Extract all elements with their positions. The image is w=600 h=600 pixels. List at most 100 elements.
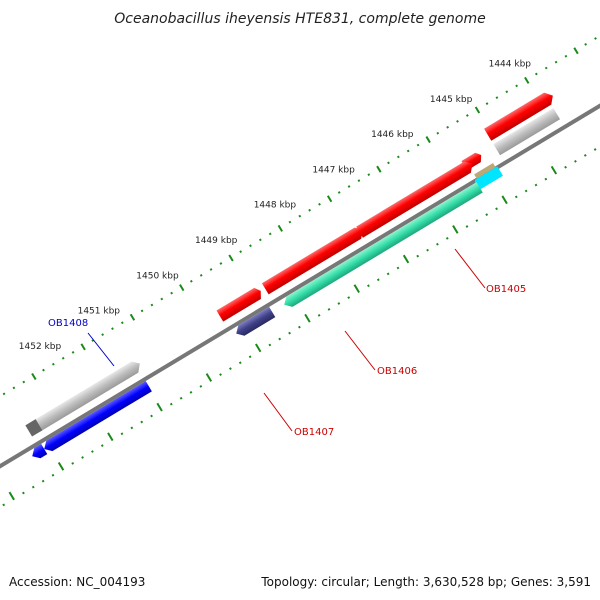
ruler-minor-tick <box>150 303 154 307</box>
ruler-minor-tick <box>81 456 84 459</box>
gene-forward-darkgray <box>25 419 43 437</box>
ruler-major-tick <box>156 402 163 412</box>
ruler-minor-tick <box>2 392 6 396</box>
ruler-major-tick <box>107 432 114 442</box>
ruler-minor-tick <box>111 327 114 331</box>
ruler-major-tick <box>402 254 410 264</box>
ob1408-leader <box>87 332 115 367</box>
ruler-minor-tick <box>288 220 292 224</box>
ruler-minor-tick <box>130 426 134 430</box>
ruler-minor-tick <box>584 42 588 46</box>
ruler-minor-tick <box>298 214 302 218</box>
ob1408-label: OB1408 <box>48 318 88 329</box>
ruler-minor-tick <box>170 291 174 295</box>
ruler-minor-tick <box>71 462 75 465</box>
ruler-major-tick <box>326 195 333 203</box>
ruler-minor-tick <box>426 248 429 252</box>
ruler-major-tick <box>277 224 283 232</box>
ruler-minor-tick <box>199 385 203 388</box>
ruler-minor-tick <box>318 202 321 206</box>
ruler-minor-tick <box>199 273 203 277</box>
ruler-major-tick <box>8 491 15 501</box>
circular-track <box>0 37 600 508</box>
ruler-major-tick <box>179 284 185 292</box>
ruler-major-tick <box>255 343 262 353</box>
ruler-major-tick <box>501 195 508 205</box>
forward-strand <box>25 92 561 437</box>
ruler-minor-tick <box>258 238 262 242</box>
ruler-minor-tick <box>594 37 597 40</box>
ruler-minor-tick <box>169 402 173 406</box>
ruler-minor-tick <box>367 173 371 177</box>
ruler-minor-tick <box>100 444 104 448</box>
ruler-label: 1445 kbp <box>430 95 473 105</box>
ruler-minor-tick <box>268 343 272 347</box>
ruler-minor-tick <box>179 396 183 400</box>
gene-reverse-blue <box>44 381 152 452</box>
ruler-major-tick <box>573 47 579 55</box>
ruler-minor-tick <box>317 313 321 317</box>
ruler-minor-tick <box>22 380 26 384</box>
ruler-minor-tick <box>101 333 104 336</box>
ruler-minor-tick <box>564 54 568 58</box>
gene-forward-red-left <box>216 287 261 322</box>
ruler-minor-tick <box>456 119 459 123</box>
gene-ob1406-forward <box>261 227 363 295</box>
ruler-minor-tick <box>160 297 164 301</box>
gene-callouts: OB1405 OB1406 OB1407 OB1408 <box>48 248 526 438</box>
gene-forward-gray <box>493 108 561 156</box>
ruler-major-tick <box>353 284 360 294</box>
ruler-labels: 1444 kbp 1445 kbp 1446 kbp 1447 kbp 1448 kbp… <box>19 60 531 352</box>
ruler-minor-tick <box>61 356 65 360</box>
ruler-minor-tick <box>238 361 242 365</box>
gene-ob1406 <box>284 182 483 307</box>
ruler-minor-tick <box>436 242 439 246</box>
ruler-minor-tick <box>239 250 243 254</box>
ruler-minor-tick <box>229 367 232 371</box>
ruler-minor-tick <box>51 473 55 477</box>
genome-summary-text: Topology: circular; Length: 3,630,528 bp… <box>260 575 591 589</box>
ruler-minor-tick <box>31 485 35 489</box>
ruler-label: 1446 kbp <box>371 130 414 140</box>
ruler-minor-tick <box>495 96 499 100</box>
ruler-minor-tick <box>524 189 528 193</box>
ruler-minor-tick <box>51 362 55 366</box>
ruler-label: 1448 kbp <box>254 201 297 211</box>
ruler-minor-tick <box>278 337 282 341</box>
ruler-minor-tick <box>436 131 440 135</box>
ruler-major-tick <box>304 313 311 323</box>
ruler-minor-tick <box>583 154 587 157</box>
ruler-minor-tick <box>406 149 410 153</box>
ruler-minor-tick <box>485 102 489 105</box>
ruler-major-tick <box>80 343 86 351</box>
gene-tan <box>474 163 496 179</box>
ruler-label: 1447 kbp <box>312 166 355 176</box>
ruler-minor-tick <box>248 355 252 359</box>
inner-ruler <box>2 148 597 507</box>
ruler-minor-tick <box>386 272 390 276</box>
ruler-minor-tick <box>534 183 538 187</box>
ruler-major-tick <box>452 225 459 234</box>
ob1407-label: OB1407 <box>294 427 334 438</box>
ruler-label: 1444 kbp <box>489 60 532 70</box>
ruler-minor-tick <box>22 491 25 495</box>
ruler-minor-tick <box>288 331 291 335</box>
ruler-minor-tick <box>574 159 577 163</box>
ruler-minor-tick <box>387 161 390 165</box>
ruler-minor-tick <box>544 177 548 181</box>
ruler-major-tick <box>550 165 558 175</box>
ruler-minor-tick <box>445 236 449 240</box>
ruler-minor-tick <box>515 84 519 88</box>
gene-ob1407 <box>236 306 276 336</box>
ruler-minor-tick <box>593 148 597 151</box>
ruler-minor-tick <box>564 165 567 169</box>
ruler-minor-tick <box>465 225 469 228</box>
accession-text: Accession: NC_004193 <box>9 575 145 589</box>
ruler-minor-tick <box>189 279 193 283</box>
ruler-minor-tick <box>140 309 144 313</box>
ruler-minor-tick <box>367 284 370 288</box>
gene-reverse-cyan <box>474 166 503 190</box>
gene-ob1408 <box>33 361 140 432</box>
